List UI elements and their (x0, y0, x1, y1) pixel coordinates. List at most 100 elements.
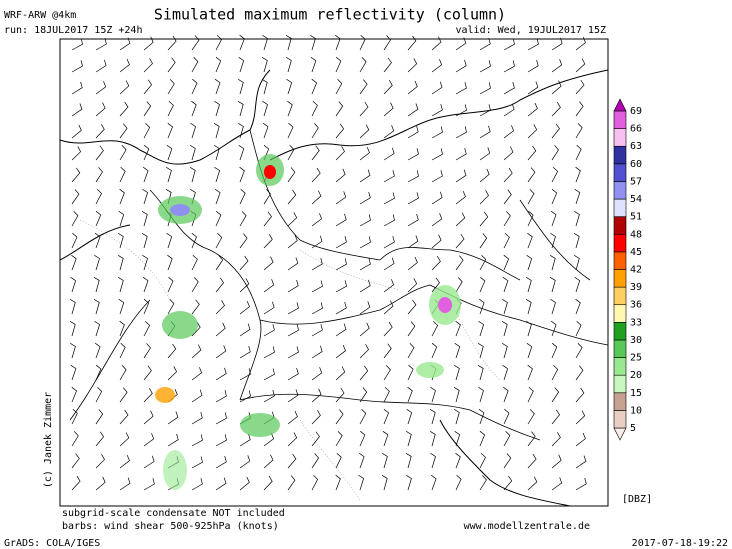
wind-barb (215, 300, 225, 315)
wind-barb (551, 102, 561, 117)
wind-barb (383, 257, 395, 271)
wind-barb (359, 344, 369, 359)
wind-barb (95, 38, 107, 51)
wind-barb (238, 145, 245, 161)
wind-barb (213, 145, 220, 161)
wind-barb (479, 125, 491, 139)
wind-barb (407, 235, 419, 249)
wind-barb (191, 277, 199, 293)
colorbar-label: 66 (630, 124, 642, 135)
wind-barb (191, 367, 203, 381)
wind-barb (95, 387, 103, 403)
wind-barb (119, 320, 125, 337)
wind-barb (166, 145, 173, 161)
wind-barb (479, 211, 489, 227)
timestamp: 2017-07-18-19:22 (632, 538, 728, 549)
wind-barb (215, 367, 227, 381)
wind-barb (455, 126, 467, 139)
wind-barb (335, 474, 341, 491)
wind-barb (431, 170, 443, 183)
wind-barb (359, 192, 371, 205)
wind-barb (575, 343, 583, 359)
wind-barb (287, 432, 298, 447)
wind-barb (383, 279, 395, 293)
wind-barb (526, 321, 532, 337)
wind-barb (262, 122, 269, 139)
wind-barb (551, 409, 561, 425)
wind-barb (431, 256, 441, 271)
wind-barb (455, 255, 464, 271)
wind-barb (477, 343, 484, 359)
wind-barb (69, 321, 76, 337)
wind-barb (95, 102, 106, 117)
wind-barb (575, 144, 582, 161)
wind-barb (311, 213, 323, 227)
wind-barb (502, 343, 508, 359)
wind-barb (551, 477, 563, 491)
colorbar-label: 45 (630, 247, 642, 258)
wind-barb (407, 256, 418, 271)
wind-barb (143, 455, 155, 469)
wind-barb (215, 56, 222, 73)
wind-barb (143, 478, 155, 491)
wind-barb (549, 255, 556, 271)
wind-barb (287, 324, 299, 337)
colorbar-label: 10 (630, 405, 642, 416)
wind-barb (311, 367, 323, 381)
wind-barb (167, 122, 173, 139)
wind-barb (71, 60, 83, 73)
wind-barb (214, 101, 220, 117)
wind-barb (455, 148, 467, 161)
wind-barb (526, 343, 533, 359)
wind-barb (335, 56, 342, 73)
wind-barb (142, 189, 149, 205)
wind-barb (215, 345, 227, 359)
colorbar-end (613, 98, 627, 112)
wind-barb (383, 387, 390, 403)
wind-barb (287, 346, 299, 359)
valid-label: valid: Wed, 19JUL2017 15Z (455, 25, 606, 36)
wind-barb (359, 124, 370, 139)
wind-barb (455, 190, 466, 205)
wind-barb (311, 145, 320, 161)
wind-barb (383, 300, 394, 315)
colorbar-end (613, 427, 627, 441)
wind-barb (335, 409, 344, 425)
wind-barb (503, 189, 512, 205)
wind-barb (287, 475, 296, 491)
wind-barb (551, 188, 558, 205)
website: www.modellzentrale.de (464, 521, 590, 532)
wind-barb (359, 430, 366, 447)
wind-barb (71, 475, 81, 491)
map (59, 34, 609, 507)
wind-barb (550, 233, 556, 249)
wind-barb (143, 433, 155, 447)
wind-barb (335, 236, 347, 249)
wind-barb (311, 302, 323, 315)
wind-barb (574, 277, 581, 293)
wind-barb (550, 320, 557, 337)
wind-barb (551, 59, 563, 73)
wind-barb (311, 123, 319, 139)
wind-barb (407, 278, 418, 293)
wind-barb (431, 148, 443, 161)
wind-barb (71, 232, 78, 249)
wind-barb (119, 123, 128, 139)
wind-barb (551, 454, 562, 469)
cell (240, 413, 280, 437)
wind-barb (455, 452, 461, 469)
wind-barb (406, 409, 413, 425)
wind-barb (239, 346, 251, 359)
wind-barb (71, 146, 82, 161)
wind-barb (143, 410, 154, 425)
wind-barb (407, 148, 419, 161)
cell (170, 204, 190, 216)
wind-barb (167, 299, 175, 315)
wind-barb (431, 81, 443, 95)
wind-barb (549, 276, 556, 293)
wind-barb (94, 342, 101, 359)
wind-barb (551, 342, 558, 359)
wind-barb (527, 386, 534, 403)
wind-barb (478, 321, 485, 337)
wind-barb (262, 101, 268, 117)
